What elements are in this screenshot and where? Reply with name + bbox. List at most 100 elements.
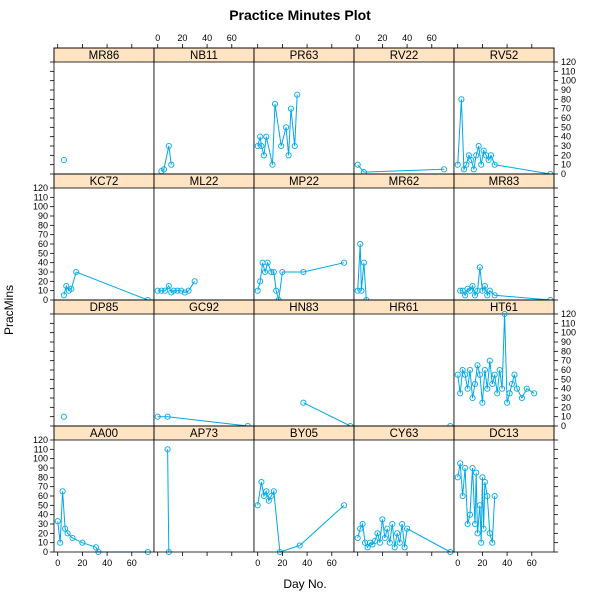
data-point	[486, 357, 493, 364]
data-point	[360, 259, 367, 266]
data-point	[478, 161, 485, 168]
x-tick-label: 60	[427, 33, 437, 43]
data-point	[491, 292, 498, 299]
data-point	[354, 534, 361, 542]
panel-background	[254, 188, 354, 300]
x-tick-label: 20	[377, 33, 387, 43]
y-tick-label: 50	[561, 122, 571, 132]
strip-label: HT61	[490, 302, 518, 314]
x-tick-label: 40	[402, 33, 412, 43]
data-point	[379, 516, 386, 523]
strip-label: PR63	[290, 50, 319, 62]
data-point	[60, 413, 67, 420]
data-point	[158, 287, 165, 294]
x-tick-label: 20	[277, 558, 287, 568]
y-tick-label: 0	[561, 169, 566, 179]
data-point	[341, 502, 348, 509]
panel-background	[354, 440, 454, 552]
x-tick-label: 60	[127, 558, 137, 568]
data-point	[160, 166, 167, 173]
data-point	[258, 478, 265, 486]
x-tick-label: 20	[477, 558, 487, 568]
data-point	[465, 152, 472, 159]
data-point	[464, 520, 471, 528]
panel-ap73: AP73	[153, 425, 255, 556]
data-point	[459, 287, 466, 294]
data-point	[481, 478, 488, 486]
data-point	[260, 152, 267, 159]
data-point	[354, 161, 361, 168]
data-point	[479, 287, 486, 294]
data-point	[357, 240, 364, 248]
data-point	[254, 142, 261, 150]
data-point	[480, 147, 487, 154]
data-point	[404, 525, 411, 532]
data-point	[300, 399, 307, 406]
y-tick-label: 80	[38, 472, 48, 482]
panel-ml22: ML22	[153, 173, 255, 301]
strip-label: GC92	[189, 302, 219, 314]
data-point	[489, 380, 496, 388]
chart-title: Practice Minutes Plot	[229, 7, 371, 23]
y-tick-label: 0	[43, 295, 48, 305]
data-point	[476, 264, 483, 271]
strip-label: DP85	[90, 302, 119, 314]
data-point	[341, 259, 348, 266]
y-tick-label: 40	[38, 258, 48, 268]
y-tick-label: 50	[38, 248, 48, 258]
y-tick-label: 70	[561, 104, 571, 114]
y-tick-label: 60	[38, 491, 48, 501]
y-tick-label: 110	[34, 444, 48, 454]
y-tick-label: 30	[38, 267, 48, 277]
panel-hn83: HN83	[253, 299, 355, 430]
y-tick-label: 30	[561, 141, 571, 151]
data-point	[471, 380, 479, 388]
data-point	[386, 539, 393, 546]
data-point	[475, 142, 482, 150]
data-point	[389, 520, 396, 528]
data-point	[501, 310, 508, 318]
x-tick-label: 20	[177, 33, 187, 43]
data-point	[270, 488, 277, 495]
data-point	[181, 289, 188, 296]
data-point	[73, 268, 80, 276]
data-point	[268, 268, 275, 276]
data-point	[463, 161, 470, 168]
y-tick-label: 90	[561, 85, 571, 95]
series-line	[157, 416, 248, 427]
data-point	[464, 385, 471, 392]
y-tick-label: 80	[561, 346, 571, 356]
data-point	[178, 287, 185, 294]
strip-label: DC13	[489, 428, 518, 440]
data-point	[394, 530, 401, 537]
y-tick-label: 90	[38, 211, 48, 221]
data-point	[454, 161, 461, 168]
data-point	[164, 446, 171, 453]
data-point	[264, 259, 271, 266]
y-tick-label: 120	[561, 57, 576, 67]
y-tick-label: 90	[38, 463, 48, 473]
y-tick-label: 50	[561, 374, 571, 384]
y-tick-label: 120	[561, 309, 576, 319]
strip-label: BY05	[290, 428, 318, 440]
panel-mp22: MP22	[253, 173, 355, 304]
panel-dp85: DP85	[53, 299, 155, 427]
data-point	[69, 534, 76, 542]
data-point	[466, 366, 474, 374]
series-line	[257, 94, 298, 165]
series-line	[357, 243, 367, 301]
strip-label: KC72	[90, 176, 119, 188]
panel-background	[354, 314, 454, 426]
panel-mr86: MR86	[53, 47, 155, 175]
y-axis-label: PracMins	[2, 285, 16, 335]
y-tick-label: 0	[561, 421, 566, 431]
y-tick-label: 40	[38, 510, 48, 520]
data-point	[486, 287, 493, 294]
strip-label: MR86	[89, 50, 120, 62]
data-point	[473, 152, 480, 159]
data-point	[287, 105, 295, 112]
data-point	[459, 492, 466, 500]
data-point	[441, 166, 448, 173]
data-point	[164, 413, 171, 420]
